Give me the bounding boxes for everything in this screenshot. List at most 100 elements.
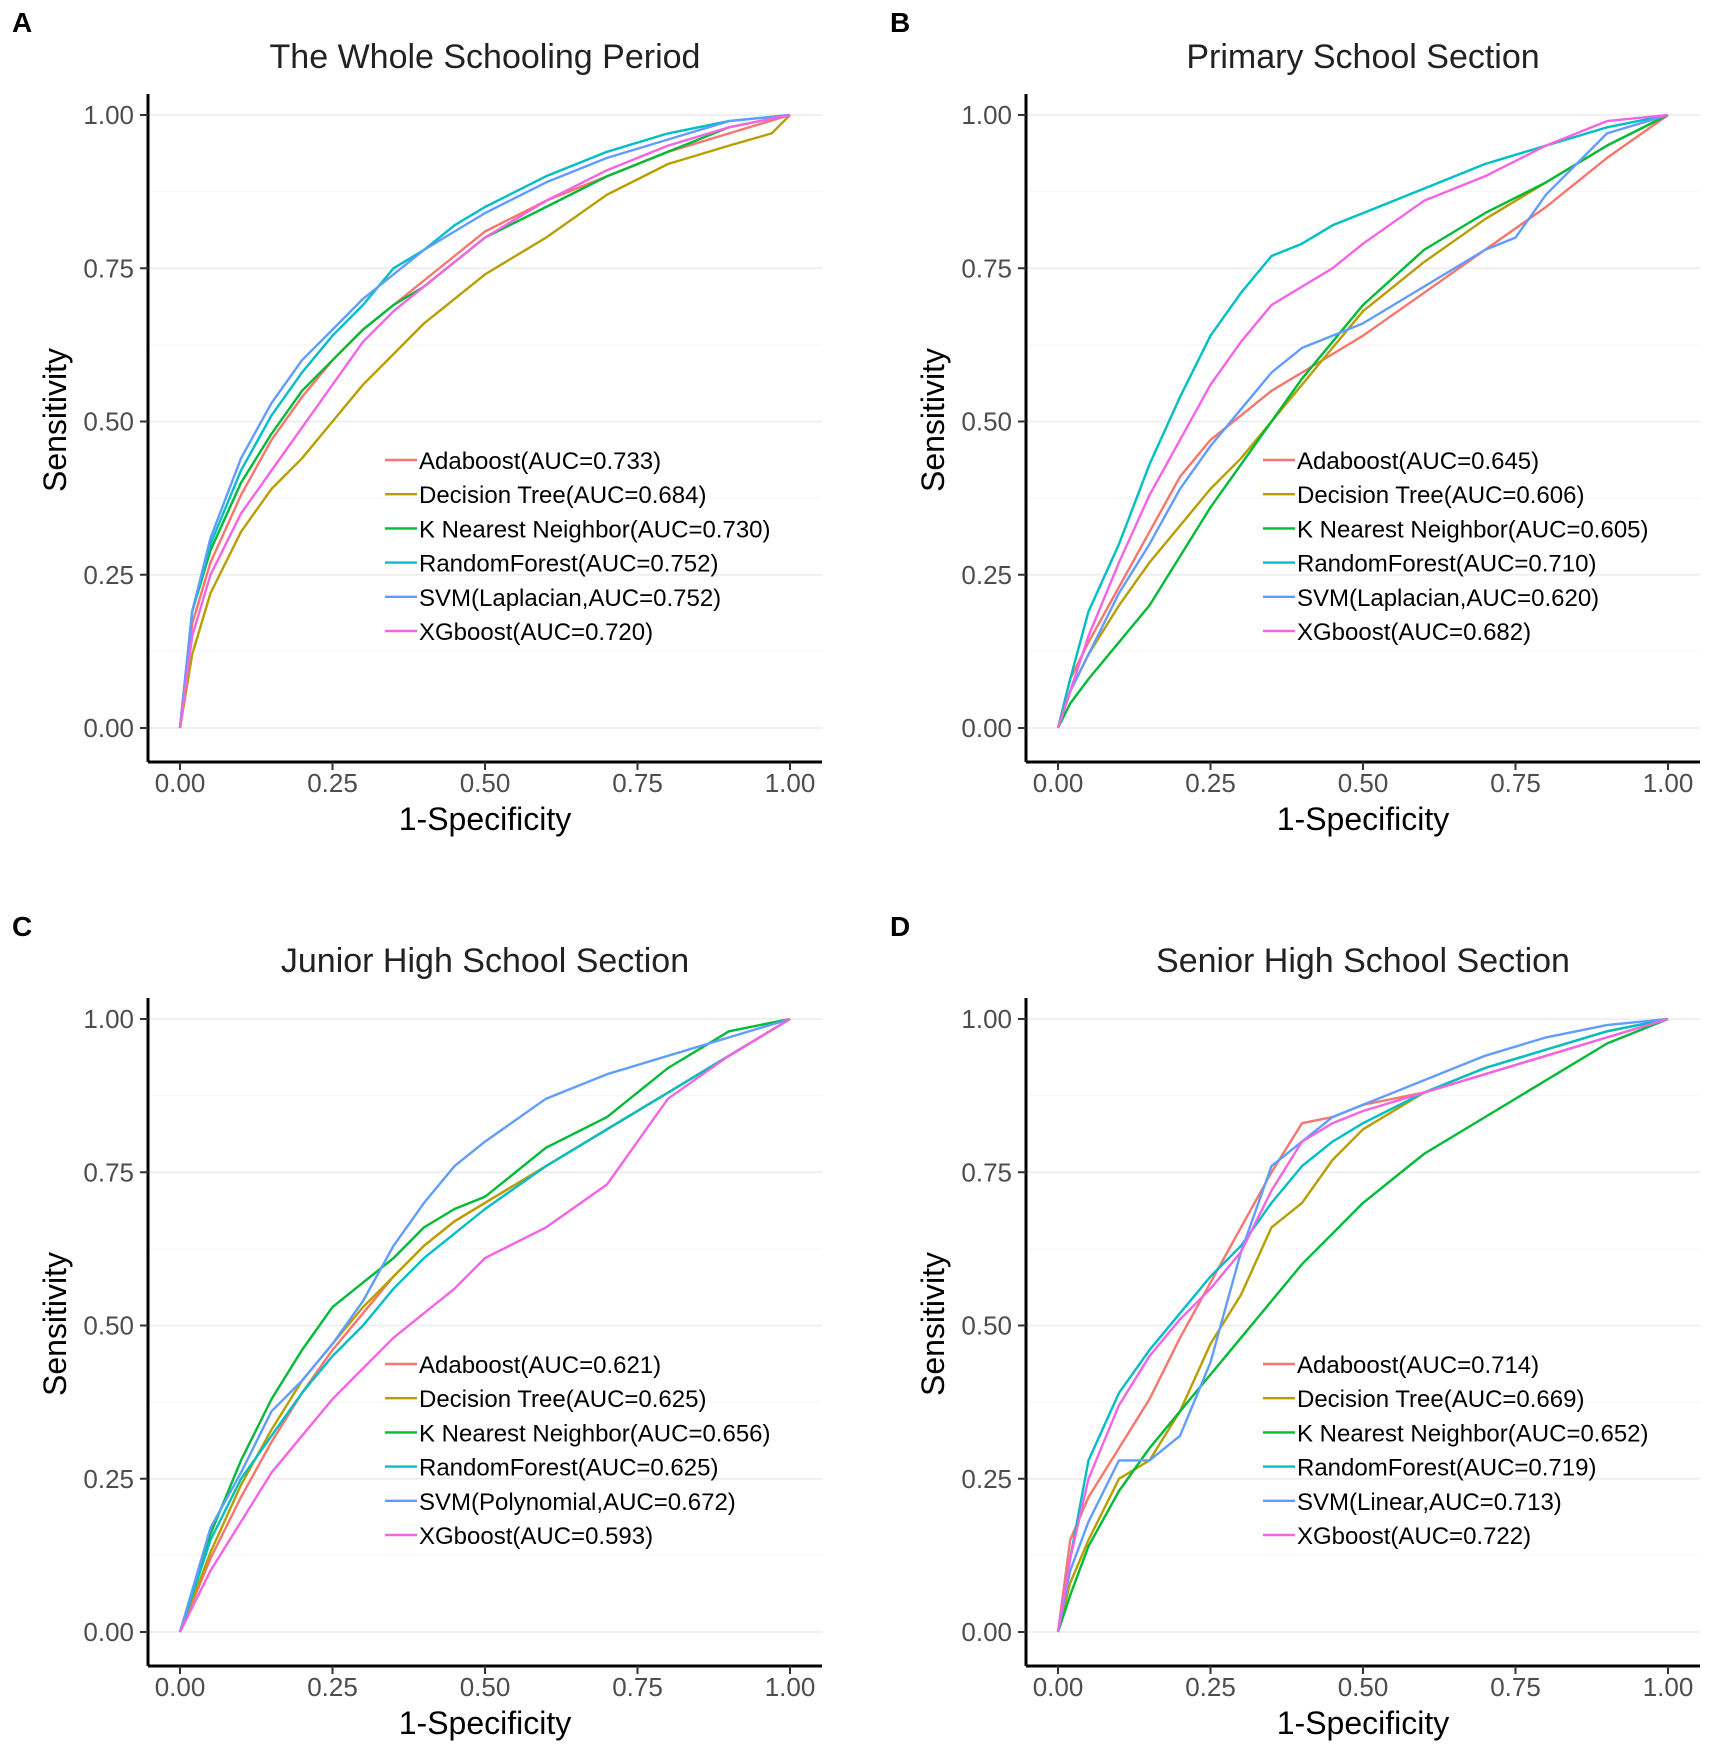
- y-tick-label: 0.50: [961, 407, 1012, 437]
- y-axis-title: Sensitivity: [915, 1252, 951, 1396]
- panel-label: C: [12, 911, 32, 942]
- legend-label: RandomForest(AUC=0.752): [419, 551, 718, 578]
- legend-label: K Nearest Neighbor(AUC=0.730): [419, 516, 771, 543]
- panel-label: D: [890, 911, 910, 942]
- chart-title: Senior High School Section: [1156, 942, 1570, 980]
- x-tick-label: 0.50: [1338, 1672, 1389, 1702]
- roc-curve-series-3: [178, 113, 791, 729]
- legend-label: SVM(Polynomial,AUC=0.672): [419, 1489, 736, 1516]
- roc-curve-series-4: [178, 113, 791, 729]
- series-lines: [178, 1017, 791, 1633]
- roc-curve-series-5: [178, 1017, 791, 1633]
- legend-label: Decision Tree(AUC=0.606): [1297, 482, 1584, 509]
- y-tick-label: 0.75: [961, 1157, 1012, 1187]
- x-tick-label: 1.00: [765, 1672, 816, 1702]
- roc-curve-series-2: [178, 114, 791, 729]
- x-tick-label: 0.25: [1185, 768, 1236, 798]
- legend: Adaboost(AUC=0.621) Decision Tree(AUC=0.6…: [385, 1352, 771, 1550]
- legend-label: Decision Tree(AUC=0.669): [1297, 1386, 1584, 1413]
- legend-label: Adaboost(AUC=0.733): [419, 448, 661, 475]
- roc-curve-series-6: [1056, 1017, 1669, 1633]
- legend-label: Adaboost(AUC=0.645): [1297, 448, 1539, 475]
- y-tick-label: 0.25: [961, 560, 1012, 590]
- y-tick-label: 0.50: [961, 1311, 1012, 1341]
- y-tick-label: 0.00: [83, 713, 134, 743]
- y-tick-label: 0.75: [83, 1157, 134, 1187]
- x-tick-label: 0.00: [1033, 1672, 1084, 1702]
- x-tick-label: 1.00: [1643, 1672, 1694, 1702]
- y-tick-label: 0.75: [83, 253, 134, 283]
- legend-label: XGboost(AUC=0.593): [419, 1523, 653, 1550]
- panel-label: A: [12, 7, 32, 38]
- y-tick-label: 0.50: [83, 407, 134, 437]
- chart-title: Primary School Section: [1186, 38, 1539, 76]
- legend: Adaboost(AUC=0.714) Decision Tree(AUC=0.6…: [1263, 1352, 1649, 1550]
- legend-label: RandomForest(AUC=0.719): [1297, 1455, 1596, 1482]
- roc-curve-series-6: [178, 1017, 791, 1633]
- roc-curve-series-6: [1056, 113, 1669, 729]
- legend-label: K Nearest Neighbor(AUC=0.652): [1297, 1420, 1649, 1447]
- legend-label: SVM(Laplacian,AUC=0.752): [419, 585, 721, 612]
- panel-label: B: [890, 7, 910, 38]
- x-axis-title: 1-Specificity: [1277, 1705, 1450, 1741]
- legend-label: XGboost(AUC=0.720): [419, 619, 653, 646]
- y-tick-label: 1.00: [961, 1004, 1012, 1034]
- x-tick-label: 0.75: [612, 768, 663, 798]
- y-axis-title: Sensitivity: [37, 348, 73, 492]
- legend-label: XGboost(AUC=0.682): [1297, 619, 1531, 646]
- legend-label: Decision Tree(AUC=0.625): [419, 1386, 706, 1413]
- y-tick-label: 0.00: [83, 1617, 134, 1647]
- y-axis-title: Sensitivity: [915, 348, 951, 492]
- gridlines: [1026, 1018, 1700, 1633]
- legend: Adaboost(AUC=0.645) Decision Tree(AUC=0.6…: [1263, 448, 1649, 646]
- x-tick-label: 0.75: [1490, 1672, 1541, 1702]
- roc-curve-series-3: [1056, 113, 1669, 729]
- y-tick-label: 1.00: [83, 1004, 134, 1034]
- y-tick-label: 0.00: [961, 713, 1012, 743]
- y-tick-label: 0.50: [83, 1311, 134, 1341]
- roc-panel-b: B Primary School Section 0.00 0.00 0.25 0.25 0…: [890, 7, 1700, 837]
- roc-curve-series-6: [178, 113, 791, 729]
- gridlines: [1026, 114, 1700, 729]
- legend-label: SVM(Laplacian,AUC=0.620): [1297, 585, 1599, 612]
- legend-label: SVM(Linear,AUC=0.713): [1297, 1489, 1562, 1516]
- legend-label: K Nearest Neighbor(AUC=0.605): [1297, 516, 1649, 543]
- chart-title: Junior High School Section: [281, 942, 689, 980]
- y-tick-label: 0.00: [961, 1617, 1012, 1647]
- legend-label: K Nearest Neighbor(AUC=0.656): [419, 1420, 771, 1447]
- roc-curve-series-3: [1056, 1017, 1669, 1633]
- series-lines: [1056, 1017, 1669, 1633]
- x-tick-label: 0.50: [1338, 768, 1389, 798]
- y-tick-label: 1.00: [961, 100, 1012, 130]
- roc-panel-d: D Senior High School Section 0.00 0.00 0.25 0…: [890, 911, 1700, 1741]
- gridlines: [148, 114, 822, 729]
- legend-label: XGboost(AUC=0.722): [1297, 1523, 1531, 1550]
- roc-curve-series-4: [178, 1017, 791, 1633]
- x-tick-label: 0.00: [1033, 768, 1084, 798]
- y-axis-title: Sensitivity: [37, 1252, 73, 1396]
- x-tick-label: 0.25: [1185, 1672, 1236, 1702]
- y-tick-label: 0.25: [961, 1464, 1012, 1494]
- series-lines: [1056, 113, 1669, 729]
- x-tick-label: 0.25: [307, 768, 358, 798]
- x-axis-title: 1-Specificity: [399, 1705, 572, 1741]
- roc-curve-series-1: [1056, 114, 1669, 729]
- roc-panel-a: A The Whole Schooling Period 0.00 0.00 0.25 0…: [12, 7, 822, 837]
- x-tick-label: 0.25: [307, 1672, 358, 1702]
- y-tick-label: 0.25: [83, 1464, 134, 1494]
- x-axis-title: 1-Specificity: [399, 801, 572, 837]
- legend-label: RandomForest(AUC=0.625): [419, 1455, 718, 1482]
- y-tick-label: 1.00: [83, 100, 134, 130]
- legend-label: RandomForest(AUC=0.710): [1297, 551, 1596, 578]
- legend-label: Adaboost(AUC=0.621): [419, 1352, 661, 1379]
- x-tick-label: 0.50: [460, 768, 511, 798]
- roc-panel-c: C Junior High School Section 0.00 0.00 0.25 0…: [12, 911, 822, 1741]
- x-tick-label: 0.00: [155, 1672, 206, 1702]
- y-tick-label: 0.25: [83, 560, 134, 590]
- roc-curve-series-4: [1056, 1017, 1669, 1633]
- chart-title: The Whole Schooling Period: [270, 38, 701, 76]
- roc-curve-series-5: [178, 113, 791, 729]
- x-tick-label: 0.75: [612, 1672, 663, 1702]
